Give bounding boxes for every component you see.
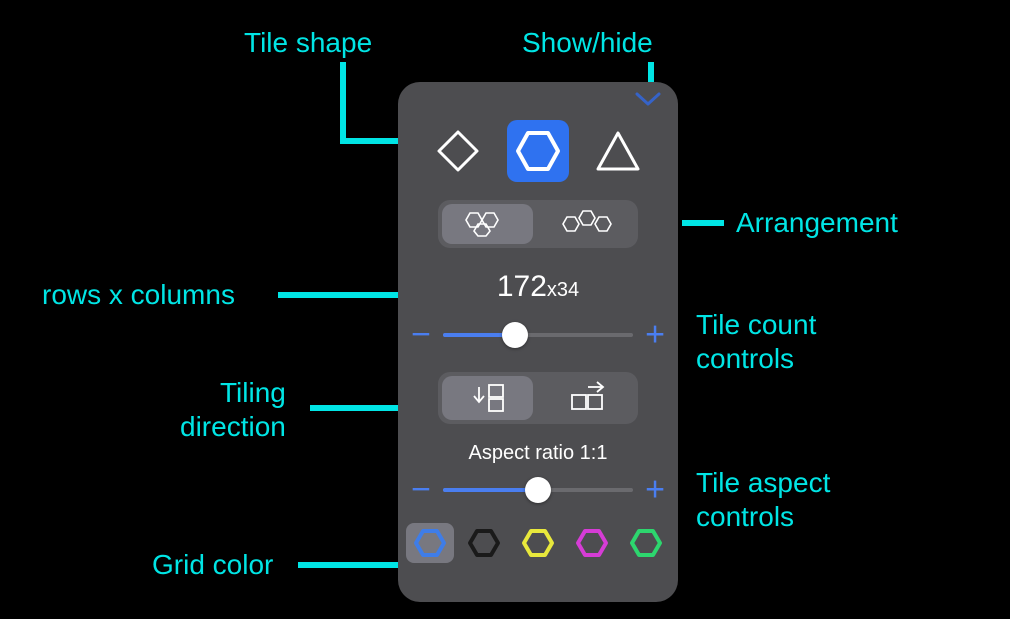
- grid-color-green[interactable]: [622, 523, 670, 563]
- arrangement-row: [438, 200, 638, 248]
- aspect-minus-button[interactable]: −: [406, 471, 436, 510]
- tiling-panel: 172x34 − +: [398, 82, 678, 602]
- vertical-tiling-icon: [463, 381, 513, 415]
- annotation-tile-shape: Tile shape: [244, 26, 372, 60]
- aspect-track: [443, 488, 633, 492]
- rows-columns-readout: 172x34: [398, 270, 678, 304]
- hexagon-swatch-icon: [467, 528, 501, 558]
- aspect-thumb[interactable]: [525, 477, 551, 503]
- arrangement-spread-button[interactable]: [543, 204, 634, 244]
- grid-color-black[interactable]: [460, 523, 508, 563]
- hexagon-icon: [514, 127, 562, 175]
- grid-color-magenta[interactable]: [568, 523, 616, 563]
- tiling-direction-row: [438, 372, 638, 424]
- shape-hexagon-button[interactable]: [507, 120, 569, 182]
- tile-count-minus-button[interactable]: −: [406, 316, 436, 355]
- arrangement-compact-button[interactable]: [442, 204, 533, 244]
- hex-spread-icon: [559, 209, 619, 239]
- rows-value: 172: [497, 270, 547, 303]
- aspect-fill: [443, 488, 538, 492]
- tile-count-plus-button[interactable]: +: [640, 316, 670, 355]
- tile-count-thumb[interactable]: [502, 322, 528, 348]
- shape-triangle-button[interactable]: [587, 120, 649, 182]
- direction-vertical-button[interactable]: [442, 376, 533, 420]
- annotation-arrangement: Arrangement: [736, 206, 898, 240]
- aspect-plus-button[interactable]: +: [640, 471, 670, 510]
- annotation-tile-aspect: Tile aspect controls: [696, 466, 830, 533]
- cols-value: 34: [557, 279, 579, 301]
- tile-count-track: [443, 333, 633, 337]
- hexagon-swatch-icon: [413, 528, 447, 558]
- leader-tile-shape-v: [340, 62, 346, 142]
- hexagon-swatch-icon: [521, 528, 555, 558]
- leader-grid-color-h: [298, 562, 408, 568]
- show-hide-toggle[interactable]: [634, 90, 662, 113]
- grid-color-yellow[interactable]: [514, 523, 562, 563]
- tile-shape-row: [398, 120, 678, 182]
- diamond-icon: [434, 127, 482, 175]
- hexagon-swatch-icon: [629, 528, 663, 558]
- aspect-ratio-slider[interactable]: − +: [398, 467, 678, 513]
- annotation-tiling-direction: Tiling direction: [180, 376, 286, 443]
- grid-color-row: [398, 523, 678, 563]
- direction-horizontal-button[interactable]: [543, 376, 634, 420]
- annotation-tile-count: Tile count controls: [696, 308, 816, 375]
- leader-arrangement-h: [682, 220, 724, 226]
- horizontal-tiling-icon: [564, 381, 614, 415]
- aspect-ratio-label: Aspect ratio 1:1: [398, 442, 678, 465]
- hexagon-swatch-icon: [575, 528, 609, 558]
- annotation-grid-color: Grid color: [152, 548, 273, 582]
- x-label: x: [547, 279, 557, 301]
- hex-compact-icon: [458, 209, 518, 239]
- triangle-icon: [594, 127, 642, 175]
- leader-rowcol-h: [278, 292, 410, 298]
- annotation-rows-columns: rows x columns: [42, 278, 235, 312]
- chevron-down-icon: [634, 90, 662, 108]
- grid-color-blue[interactable]: [406, 523, 454, 563]
- shape-diamond-button[interactable]: [427, 120, 489, 182]
- tile-count-slider[interactable]: − +: [398, 312, 678, 358]
- annotation-show-hide: Show/hide: [522, 26, 653, 60]
